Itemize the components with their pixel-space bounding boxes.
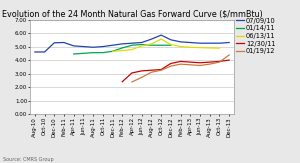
Title: Evolution of the 24 Month Natural Gas Forward Curve ($/mmBtu): Evolution of the 24 Month Natural Gas Fo… <box>2 10 262 19</box>
01/14/11 <box>111 50 114 52</box>
07/09/10 <box>43 51 46 53</box>
01/14/11 <box>91 52 95 54</box>
07/09/10 <box>218 42 221 44</box>
12/30/11 <box>150 69 153 71</box>
07/09/10 <box>140 42 143 44</box>
07/09/10 <box>130 42 134 44</box>
Line: 12/30/11: 12/30/11 <box>122 60 229 82</box>
07/09/10 <box>82 46 85 48</box>
06/13/11 <box>111 50 114 52</box>
06/13/11 <box>140 45 143 47</box>
01/14/11 <box>150 44 153 46</box>
Text: Source: CMRS Group: Source: CMRS Group <box>3 157 54 162</box>
12/30/11 <box>188 61 192 63</box>
12/30/11 <box>198 62 202 64</box>
12/30/11 <box>227 59 231 61</box>
01/19/12 <box>140 76 143 78</box>
07/09/10 <box>91 46 95 48</box>
06/13/11 <box>179 46 182 48</box>
Line: 01/14/11: 01/14/11 <box>74 44 171 54</box>
01/19/12 <box>179 63 182 65</box>
12/30/11 <box>121 81 124 83</box>
01/14/11 <box>130 44 134 46</box>
07/09/10 <box>179 41 182 43</box>
07/09/10 <box>208 42 211 44</box>
Legend: 07/09/10, 01/14/11, 06/13/11, 12/30/11, 01/19/12: 07/09/10, 01/14/11, 06/13/11, 12/30/11, … <box>236 18 276 54</box>
12/30/11 <box>140 70 143 72</box>
07/09/10 <box>101 46 105 48</box>
01/19/12 <box>198 65 202 67</box>
01/14/11 <box>121 47 124 49</box>
06/13/11 <box>208 47 211 49</box>
07/09/10 <box>121 43 124 45</box>
06/13/11 <box>188 46 192 48</box>
12/30/11 <box>218 60 221 62</box>
07/09/10 <box>227 42 231 44</box>
07/09/10 <box>33 51 37 53</box>
Line: 06/13/11: 06/13/11 <box>112 39 219 51</box>
06/13/11 <box>198 47 202 49</box>
07/09/10 <box>159 34 163 36</box>
01/14/11 <box>82 52 85 54</box>
07/09/10 <box>188 42 192 44</box>
06/13/11 <box>130 49 134 51</box>
06/13/11 <box>121 50 124 52</box>
01/14/11 <box>140 44 143 45</box>
07/09/10 <box>150 38 153 40</box>
12/30/11 <box>169 62 173 64</box>
01/19/12 <box>150 71 153 73</box>
07/09/10 <box>198 42 202 44</box>
01/14/11 <box>169 44 173 46</box>
07/09/10 <box>72 45 76 47</box>
01/19/12 <box>159 69 163 71</box>
06/13/11 <box>150 43 153 45</box>
Line: 07/09/10: 07/09/10 <box>35 35 229 52</box>
06/13/11 <box>169 44 173 45</box>
12/30/11 <box>179 60 182 62</box>
07/09/10 <box>62 42 66 44</box>
12/30/11 <box>208 61 211 63</box>
07/09/10 <box>52 42 56 44</box>
01/14/11 <box>72 53 76 55</box>
01/14/11 <box>101 52 105 54</box>
12/30/11 <box>159 69 163 71</box>
07/09/10 <box>111 44 114 46</box>
07/09/10 <box>169 39 173 41</box>
01/19/12 <box>218 61 221 63</box>
Line: 01/19/12: 01/19/12 <box>132 55 229 82</box>
01/14/11 <box>159 44 163 46</box>
12/30/11 <box>130 72 134 74</box>
01/19/12 <box>169 65 173 67</box>
01/19/12 <box>188 64 192 66</box>
01/19/12 <box>208 63 211 65</box>
06/13/11 <box>159 38 163 40</box>
01/19/12 <box>227 54 231 56</box>
06/13/11 <box>218 47 221 49</box>
01/19/12 <box>130 81 134 83</box>
